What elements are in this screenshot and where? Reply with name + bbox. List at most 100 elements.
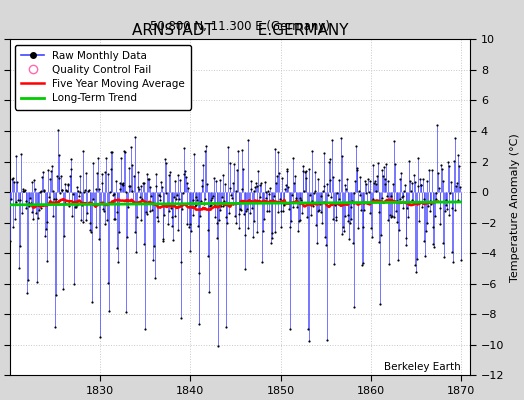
Point (428, 167, 436, 174)
Point (431, 213, 439, 220)
Legend: Raw Monthly Data, Quality Control Fail, Five Year Moving Average, Long-Term Tren: Raw Monthly Data, Quality Control Fail, … (15, 44, 191, 110)
Point (142, 208, 150, 215)
Point (147, 192, 156, 199)
Point (390, 214, 399, 220)
Point (326, 177, 334, 184)
Point (440, 254, 448, 260)
Point (58, 187, 67, 193)
Point (57, 173, 65, 179)
Point (72, 202, 81, 208)
Point (244, 137, 253, 144)
Point (118, 182, 127, 188)
Point (275, 170, 283, 176)
Point (10, 179, 18, 185)
Point (162, 160, 170, 166)
Point (336, 202, 344, 208)
Point (130, 133, 139, 140)
Point (272, 179, 280, 186)
Point (369, 162, 377, 168)
Point (286, 224, 294, 230)
Point (125, 165, 134, 171)
Point (189, 212, 198, 218)
Point (174, 227, 182, 233)
Point (453, 152, 462, 158)
Point (61, 181, 70, 187)
Point (249, 188, 258, 194)
Point (331, 202, 339, 208)
Point (347, 204, 356, 210)
Point (396, 196, 404, 203)
Point (405, 201, 413, 207)
Point (289, 155, 297, 161)
Point (345, 236, 353, 242)
Point (267, 230, 276, 236)
Point (177, 258, 185, 265)
Point (386, 212, 394, 218)
Point (367, 225, 375, 231)
Point (80, 189, 89, 196)
Point (283, 166, 292, 173)
Point (241, 232, 249, 238)
Point (96, 334, 104, 340)
Point (241, 266, 249, 272)
Point (38, 174, 46, 180)
Point (106, 166, 115, 172)
Point (190, 151, 198, 158)
Point (289, 204, 298, 210)
Point (422, 220, 431, 226)
Point (281, 186, 289, 193)
Point (307, 212, 315, 218)
Point (224, 144, 232, 150)
Point (169, 237, 177, 243)
Point (254, 168, 263, 174)
Point (32, 278, 41, 285)
Point (410, 172, 418, 178)
Point (301, 169, 309, 176)
Point (389, 138, 398, 144)
Point (455, 162, 463, 169)
Point (274, 148, 282, 155)
Point (36, 205, 45, 212)
Point (360, 207, 368, 213)
Point (341, 212, 349, 219)
Point (257, 179, 265, 186)
Point (286, 326, 294, 332)
Point (85, 220, 94, 226)
Point (274, 209, 282, 215)
Point (294, 228, 302, 235)
Point (77, 217, 85, 223)
Point (63, 188, 71, 194)
Point (243, 206, 251, 212)
Point (198, 183, 206, 189)
Point (179, 190, 187, 196)
Point (223, 220, 232, 227)
Point (370, 180, 378, 186)
Point (210, 175, 218, 181)
Point (321, 234, 329, 240)
Point (83, 210, 92, 216)
Point (421, 253, 429, 259)
Point (237, 147, 246, 153)
Point (303, 214, 311, 220)
Point (333, 190, 341, 196)
Point (178, 206, 186, 212)
Point (271, 146, 280, 152)
Point (191, 202, 199, 209)
Point (181, 167, 189, 174)
Point (450, 158, 458, 164)
Point (222, 324, 231, 330)
Point (35, 206, 43, 213)
Point (121, 149, 129, 155)
Point (329, 173, 337, 180)
Point (81, 187, 89, 193)
Point (44, 167, 52, 173)
Point (411, 262, 420, 268)
Point (201, 196, 209, 203)
Point (384, 217, 392, 223)
Point (185, 248, 194, 254)
Point (60, 233, 68, 240)
Point (408, 197, 417, 203)
Point (436, 221, 444, 228)
Point (363, 200, 372, 206)
Point (298, 168, 307, 174)
